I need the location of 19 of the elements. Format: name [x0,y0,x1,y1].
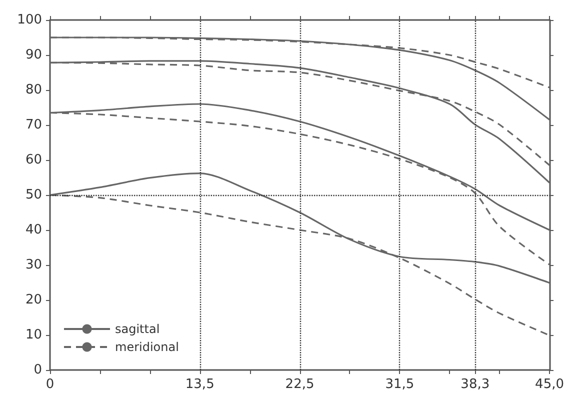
x-tick-label: 13,5 [185,377,214,392]
x-tick-label: 38,3 [460,377,490,392]
y-tick-label: 90 [25,48,42,62]
y-tick-label: 60 [25,152,42,168]
y-tick-label: 80 [25,82,42,98]
legend-label: meridional [115,340,179,354]
x-tick-label: 31,5 [385,377,414,392]
y-tick-label: 10 [25,328,42,342]
y-tick-label: 100 [17,12,42,28]
legend-label: sagittal [115,322,160,336]
y-tick-label: 30 [25,258,42,272]
x-tick-label: 45,0 [535,377,564,392]
y-tick-label: 40 [25,222,42,238]
x-tick-label: 0 [46,377,54,392]
x-tick-label: 22,5 [285,377,314,392]
y-tick-label: 70 [25,118,42,132]
y-tick-label: 50 [25,188,42,202]
y-tick-label: 0 [34,362,42,378]
y-tick-label: 20 [25,292,42,308]
